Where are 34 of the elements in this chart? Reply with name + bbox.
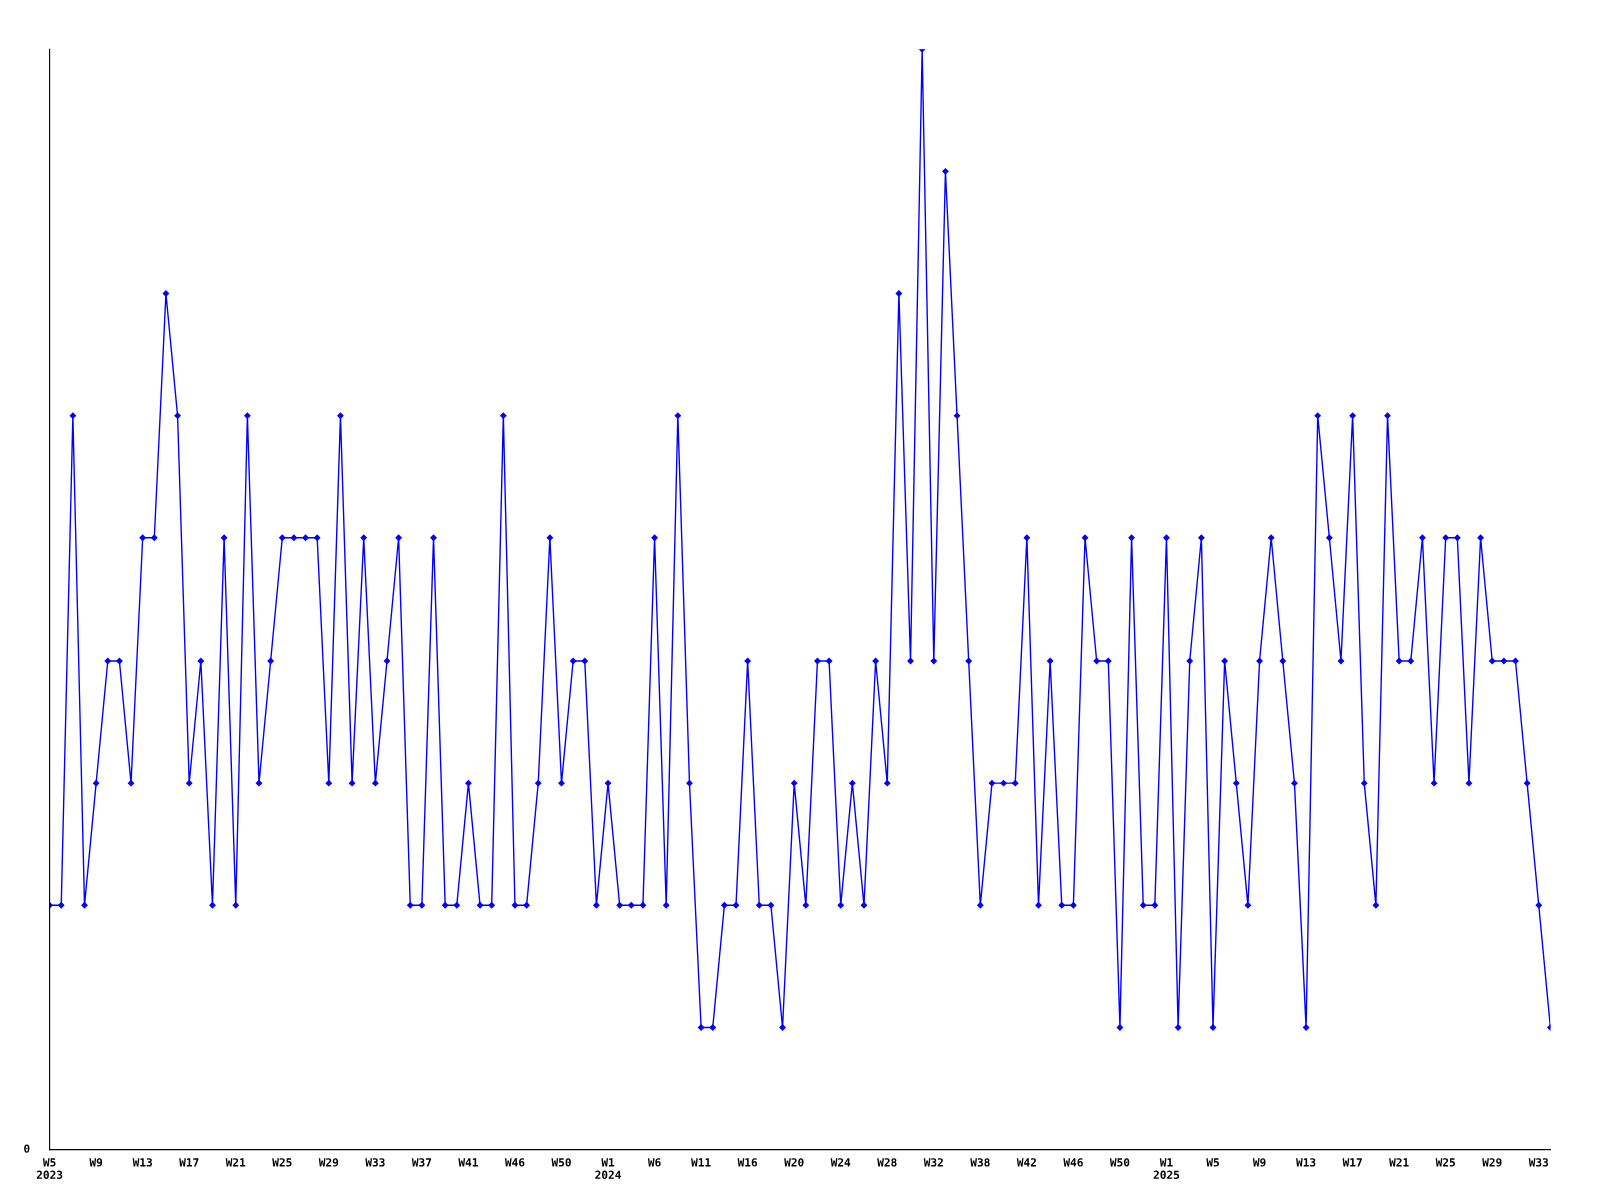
x-tick-label: W17 — [1342, 1158, 1362, 1167]
x-tick-label: W33 — [365, 1158, 385, 1167]
x-tick-label: W50 — [1109, 1158, 1130, 1167]
x-tick-label: W29 — [1482, 1158, 1502, 1167]
x-tick-label: W42 — [1016, 1158, 1036, 1167]
x-tick-label: W9 — [1252, 1158, 1266, 1167]
x-tick-label: W50 — [551, 1158, 571, 1167]
x-tick-label: W5 — [1206, 1158, 1219, 1167]
x-tick-label: W37 — [411, 1158, 432, 1167]
x-tick-label: W6 — [647, 1158, 661, 1167]
x-tick-label: W20 — [784, 1158, 804, 1167]
x-tick-label: W21 — [225, 1158, 246, 1167]
x-tick-label: W29 — [318, 1158, 339, 1167]
x-tick-label: W9 — [89, 1158, 103, 1167]
x-tick-label: W25 — [1435, 1158, 1455, 1167]
x-tick-label: W13 — [132, 1158, 152, 1167]
x-tick-label: W5 2023 — [36, 1158, 63, 1179]
x-tick-label: W21 — [1389, 1158, 1409, 1167]
text: 0 — [24, 1144, 30, 1153]
x-tick-label: W13 — [1296, 1158, 1316, 1167]
x-tick-label: W33 — [1528, 1158, 1549, 1167]
x-tick-label: W24 — [830, 1158, 851, 1167]
x-tick-label: W41 — [458, 1158, 478, 1167]
x-tick-label: W32 — [923, 1158, 943, 1167]
x-tick-label: W1 2025 — [1153, 1158, 1180, 1179]
x-tick-label: W16 — [737, 1158, 758, 1167]
x-tick-label: W17 — [179, 1158, 199, 1167]
x-tick-label: W46 — [504, 1158, 525, 1167]
x-tick-label: W1 2024 — [595, 1158, 621, 1179]
x-tick-label: W25 — [272, 1158, 292, 1167]
x-tick-label: W11 — [691, 1158, 711, 1167]
x-tick-label: W28 — [877, 1158, 897, 1167]
x-tick-label: W38 — [970, 1158, 990, 1167]
x-tick-label: W46 — [1063, 1158, 1083, 1167]
